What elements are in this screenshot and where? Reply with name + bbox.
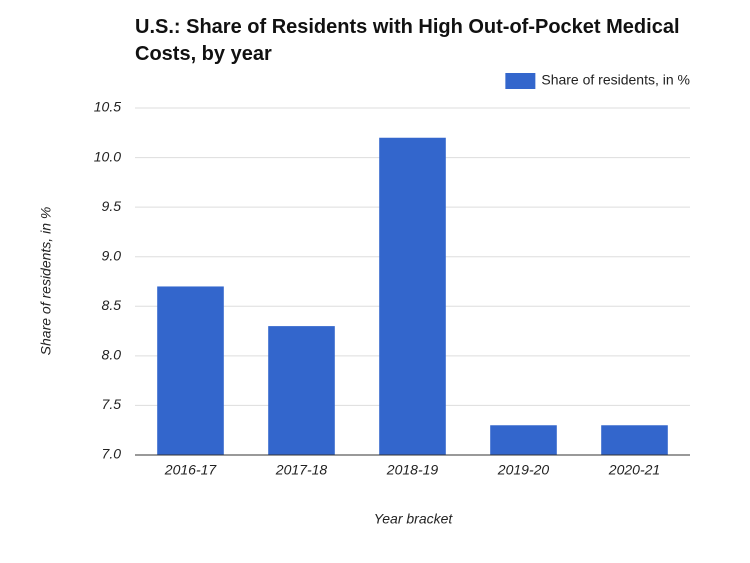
bar — [268, 326, 335, 455]
x-axis-label: Year bracket — [374, 511, 454, 527]
y-tick-label: 10.5 — [94, 99, 121, 115]
y-tick-label: 9.0 — [102, 247, 122, 263]
y-axis-label: Share of residents, in % — [38, 207, 54, 356]
bar — [379, 137, 446, 455]
x-tick-label: 2020-21 — [608, 462, 660, 478]
bar — [601, 425, 668, 455]
y-tick-label: 8.5 — [102, 297, 122, 313]
y-tick-label: 7.5 — [102, 396, 122, 412]
x-tick-label: 2019-20 — [497, 462, 550, 478]
y-tick-label: 7.0 — [102, 446, 122, 462]
y-tick-label: 10.0 — [94, 148, 121, 164]
x-tick-label: 2018-19 — [386, 462, 439, 478]
legend-swatch — [505, 73, 536, 89]
legend-label: Share of residents, in % — [541, 72, 690, 88]
bar — [157, 286, 224, 455]
chart-title: U.S.: Share of Residents with High Out-o… — [135, 16, 680, 65]
x-tick-label: 2016-17 — [164, 462, 218, 478]
y-tick-label: 9.5 — [102, 198, 122, 214]
x-tick-label: 2017-18 — [275, 462, 328, 478]
y-tick-label: 8.0 — [102, 347, 122, 363]
bar — [490, 425, 557, 455]
